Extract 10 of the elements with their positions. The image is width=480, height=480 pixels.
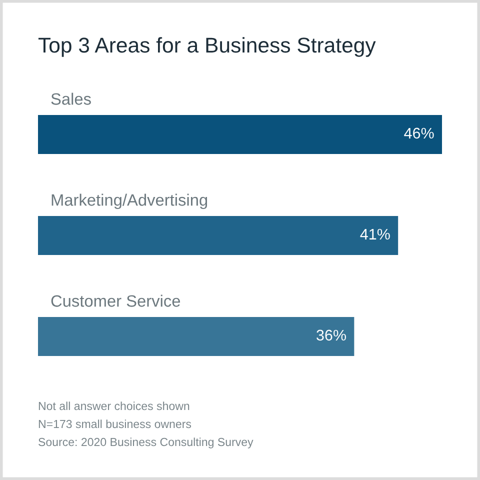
y-tick-label: Customer Service	[51, 294, 180, 307]
y-tick-label: Sales	[51, 92, 91, 105]
data-label: 41%	[360, 228, 390, 240]
data-label: 36%	[316, 330, 346, 341]
y-tick-label: Marketing/Advertising	[52, 194, 208, 210]
text: N=173 small business owners	[38, 420, 192, 428]
chart-title: Top 3 Areas for a Business Strategy	[38, 37, 376, 57]
data-label: 46%	[404, 128, 434, 139]
text: Not all answer choices shown	[38, 402, 190, 410]
source-note: Source: 2020 Business Consulting Survey	[38, 438, 254, 448]
